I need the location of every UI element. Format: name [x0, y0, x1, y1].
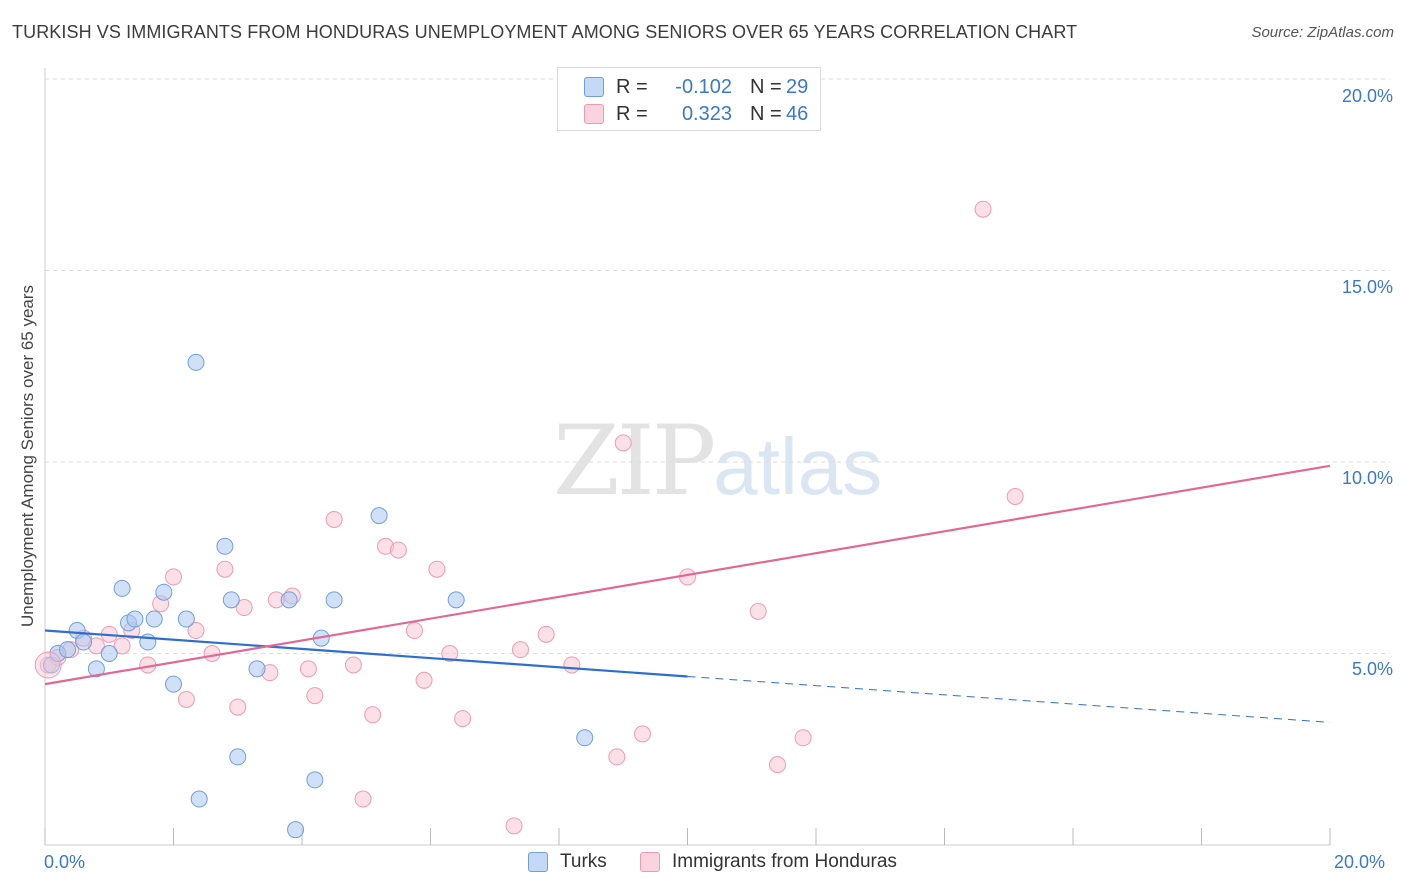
turks-trend-line — [44, 629, 688, 678]
turks-point — [190, 790, 208, 808]
honduras-swatch — [584, 104, 604, 124]
honduras-point — [216, 560, 234, 578]
legend-label-honduras: Immigrants from Honduras — [672, 851, 897, 872]
turks-point — [58, 641, 76, 659]
turks-point — [370, 507, 388, 525]
honduras-point — [634, 725, 652, 743]
turks-point — [280, 591, 298, 609]
honduras-point — [608, 748, 626, 766]
chart-title: TURKISH VS IMMIGRANTS FROM HONDURAS UNEM… — [12, 22, 1078, 42]
turks-point — [306, 771, 324, 789]
turks-point — [113, 579, 131, 597]
honduras-point — [563, 656, 581, 674]
honduras-point — [299, 660, 317, 678]
honduras-point — [235, 599, 253, 617]
turks-point — [75, 633, 93, 651]
turks-legend-swatch — [528, 852, 548, 872]
n-label: N = — [750, 102, 782, 125]
honduras-point — [113, 637, 131, 655]
turks-point — [216, 537, 234, 555]
honduras-legend-swatch — [640, 852, 660, 872]
honduras-point — [344, 656, 362, 674]
honduras-point — [354, 790, 372, 808]
honduras-trend-line — [44, 464, 1331, 686]
turks-point — [155, 583, 173, 601]
x-tick-label-0: 0.0% — [44, 852, 86, 872]
turks-point — [447, 591, 465, 609]
n-label: N = — [750, 75, 782, 98]
source-label: Source: ZipAtlas.com — [1251, 24, 1394, 41]
legend-item-honduras: Immigrants from Honduras — [640, 851, 897, 873]
turks-point — [100, 645, 118, 662]
honduras-point — [614, 434, 632, 452]
honduras-point — [187, 622, 205, 640]
legend-item-turks: Turks — [528, 851, 607, 873]
x-tick-label-20: 20.0% — [1334, 852, 1386, 872]
turks-point — [87, 660, 105, 678]
honduras-point — [165, 568, 182, 586]
n-value: 29 — [786, 75, 809, 98]
honduras-point — [405, 622, 423, 640]
honduras-point — [1006, 487, 1024, 505]
y-tick-label-10: 10.0% — [1341, 468, 1393, 488]
turks-trend-extension — [687, 675, 1331, 723]
turks-point — [177, 610, 195, 628]
turks-point — [287, 821, 305, 839]
r-label: R = — [616, 75, 648, 98]
turks-point — [576, 729, 594, 747]
honduras-point — [415, 671, 433, 689]
honduras-point — [505, 817, 523, 835]
honduras-point — [441, 645, 459, 662]
turks-point — [229, 748, 247, 766]
y-tick-label-20: 20.0% — [1341, 86, 1393, 106]
legend-label-turks: Turks — [560, 851, 607, 872]
r-label: R = — [616, 102, 648, 125]
honduras-point — [325, 510, 343, 528]
y-tick-label-15: 15.0% — [1341, 277, 1393, 297]
turks-point — [187, 353, 205, 371]
series-legend: Turks Immigrants from Honduras — [0, 851, 1406, 877]
legend-row-honduras: R = 0.323 N = 46 — [584, 102, 808, 126]
honduras-point — [749, 602, 767, 620]
honduras-point — [428, 560, 446, 578]
correlation-legend: R = -0.102 N = 29 R = 0.323 N = 46 — [557, 67, 821, 131]
turks-point — [145, 610, 163, 628]
turks-point — [222, 591, 240, 609]
turks-point — [325, 591, 343, 609]
honduras-point — [389, 541, 407, 559]
honduras-point — [229, 698, 247, 716]
legend-row-turks: R = -0.102 N = 29 — [584, 75, 808, 99]
y-axis-label: Unemployment Among Seniors over 65 years — [18, 284, 37, 628]
watermark: ZIPatlas — [553, 405, 882, 517]
honduras-point — [537, 625, 555, 643]
honduras-point — [974, 200, 992, 218]
honduras-point — [768, 756, 786, 774]
honduras-point — [511, 641, 529, 659]
turks-point — [165, 675, 182, 693]
turks-point — [126, 610, 144, 628]
y-tick-label-5: 5.0% — [1351, 659, 1393, 679]
honduras-point — [203, 645, 221, 662]
r-value: -0.102 — [675, 75, 732, 98]
turks-swatch — [584, 77, 604, 97]
honduras-point-cluster — [34, 651, 62, 679]
r-value: 0.323 — [681, 102, 732, 125]
turks-point — [248, 660, 266, 678]
honduras-point — [306, 687, 324, 705]
watermark-atlas: atlas — [713, 422, 883, 511]
honduras-point — [364, 706, 382, 724]
honduras-point — [794, 729, 812, 747]
honduras-point — [454, 710, 472, 728]
watermark-zip: ZIP — [553, 405, 716, 517]
honduras-point — [177, 690, 195, 708]
n-value: 46 — [786, 102, 809, 125]
